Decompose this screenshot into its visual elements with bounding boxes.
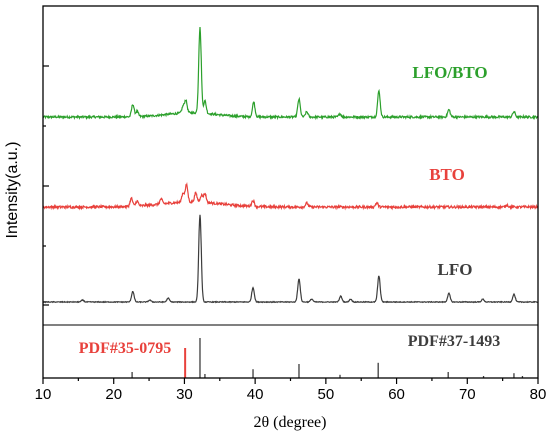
series-line-lfo [43, 215, 538, 303]
series-line-bto [43, 184, 538, 208]
reference-label-pdf-35-0795: PDF#35-0795 [79, 340, 171, 357]
x-tick-label: 30 [176, 386, 193, 403]
x-tick-label: 60 [388, 386, 405, 403]
x-tick-label: 10 [35, 386, 52, 403]
reference-patterns: PDF#35-0795 PDF#37-1493 [79, 333, 523, 378]
x-axis-label: 2θ (degree) [254, 414, 327, 431]
y-axis-label: Intensity(a.u.) [4, 142, 21, 239]
x-tick-label: 40 [247, 386, 264, 403]
series-label-lfo: LFO [438, 260, 473, 279]
series-label-bto: BTO [429, 165, 465, 184]
x-tick-label: 70 [459, 386, 476, 403]
series-label-lfo-bto: LFO/BTO [412, 63, 487, 82]
x-tick-label: 50 [318, 386, 335, 403]
plot-frame [43, 6, 538, 378]
series-group: LFO/BTO BTO LFO [43, 27, 538, 302]
reference-label-pdf-37-1493: PDF#37-1493 [408, 333, 500, 350]
x-tick-label: 20 [105, 386, 122, 403]
x-tick-label: 80 [530, 386, 547, 403]
